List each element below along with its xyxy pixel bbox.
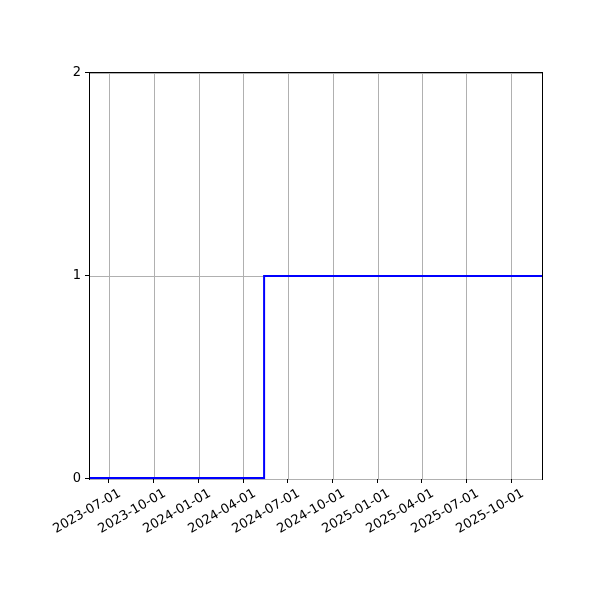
x-tick-mark	[287, 479, 289, 483]
plot-area	[89, 72, 543, 480]
x-tick-mark	[377, 479, 379, 483]
x-tick-mark	[153, 479, 155, 483]
x-tick-mark	[332, 479, 334, 483]
y-gridline	[90, 72, 542, 74]
y-tick-mark	[85, 275, 89, 276]
y-tick-mark	[85, 72, 89, 73]
x-tick-mark	[242, 479, 244, 483]
x-tick-mark	[465, 479, 467, 483]
y-tick-label: 0	[72, 470, 81, 486]
x-tick-mark	[421, 479, 423, 483]
y-tick-label: 2	[72, 64, 81, 80]
step-series	[90, 275, 542, 479]
y-tick-label: 1	[72, 267, 81, 283]
x-tick-mark	[198, 479, 200, 483]
step-line-series	[90, 275, 542, 479]
y-tick-mark	[85, 478, 89, 479]
y-gridline	[90, 478, 542, 480]
x-tick-mark	[510, 479, 512, 483]
x-tick-mark	[108, 479, 110, 483]
